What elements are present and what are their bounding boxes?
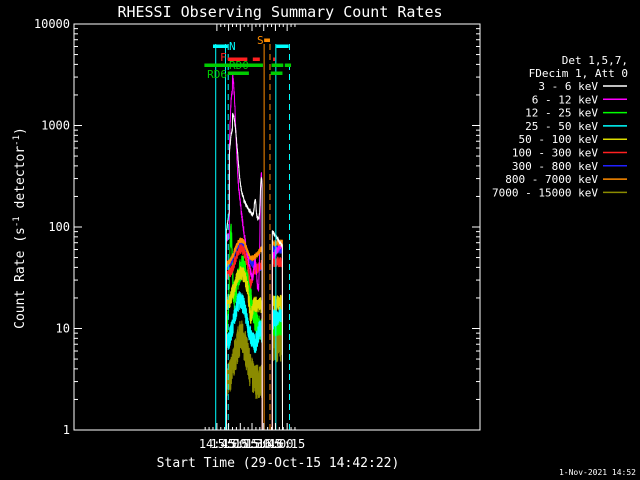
y-tick-label: 10 (56, 322, 70, 336)
x-tick-label: 14:45 (199, 437, 235, 451)
series-line-4 (225, 266, 263, 431)
footer-timestamp: 1-Nov-2021 14:52 (559, 468, 636, 477)
series-line-0 (225, 112, 263, 431)
series-line-1 (225, 73, 263, 431)
x-tick-label: 15:45 (246, 437, 282, 451)
legend-entry-label: 7000 - 15000 keV (492, 186, 598, 199)
legend-entry-label: 3 - 6 keV (538, 80, 598, 93)
flag-label-F: F (220, 51, 227, 64)
series-line-3 (271, 301, 283, 431)
series-line-7 (225, 237, 263, 431)
flag-bar-F (227, 57, 248, 61)
flag-bar-N (276, 44, 289, 48)
legend-header: FDecim 1, Att 0 (529, 67, 628, 80)
flag-label-N: N (229, 40, 236, 53)
flag-label-S: S (257, 34, 264, 47)
flag-label-RD6: RD6 (207, 68, 227, 81)
series-line-6 (271, 245, 283, 431)
flag-bar-N (212, 44, 228, 48)
flag-label-RD0: RD0 (229, 59, 249, 72)
y-tick-label: 1 (63, 423, 70, 437)
y-tick-label: 10000 (34, 17, 70, 31)
series-line-2 (225, 223, 263, 431)
x-axis-label: Start Time (29-Oct-15 14:42:22) (157, 456, 400, 471)
legend-entry-label: 25 - 50 keV (525, 120, 598, 133)
chart-title: RHESSI Observing Summary Count Rates (117, 3, 442, 21)
x-tick-label: 16:15 (269, 437, 305, 451)
flag-bar-RD0 (204, 63, 263, 67)
flag-bar-RD6 (270, 71, 283, 75)
legend-entry-label: 6 - 12 keV (532, 93, 599, 106)
legend-header: Det 1,5,7, (562, 54, 628, 67)
y-axis-label: Count Rate (s-1 detector-1) (12, 127, 28, 329)
series-line-8 (225, 320, 263, 431)
x-tick-label: 15:00 (211, 437, 247, 451)
series-line-4 (271, 294, 283, 431)
plot-area (215, 44, 290, 431)
legend-entry-label: 300 - 800 keV (512, 160, 598, 173)
flag-bar-F (273, 57, 276, 61)
flag-bar-RD0 (284, 63, 292, 67)
flag-bar-F (252, 57, 260, 61)
series-line-8 (271, 326, 283, 431)
x-tick-label: 15:30 (234, 437, 270, 451)
legend-entry-label: 50 - 100 keV (519, 133, 599, 146)
flag-bar-RD0 (271, 63, 284, 67)
series-line-5 (271, 256, 283, 431)
legend-entry-label: 800 - 7000 keV (505, 173, 598, 186)
x-tick-label: 15:15 (222, 437, 258, 451)
series-line-0 (271, 230, 283, 431)
flag-bar-RD6 (227, 71, 249, 75)
y-tick-label: 1000 (41, 119, 70, 133)
x-tick-label: 16:00 (257, 437, 293, 451)
legend-entry-label: 12 - 25 keV (525, 107, 598, 120)
series-line-3 (225, 291, 263, 431)
y-tick-label: 100 (48, 220, 70, 234)
legend-entry-label: 100 - 300 keV (512, 147, 598, 160)
flag-bar-S (264, 38, 270, 42)
